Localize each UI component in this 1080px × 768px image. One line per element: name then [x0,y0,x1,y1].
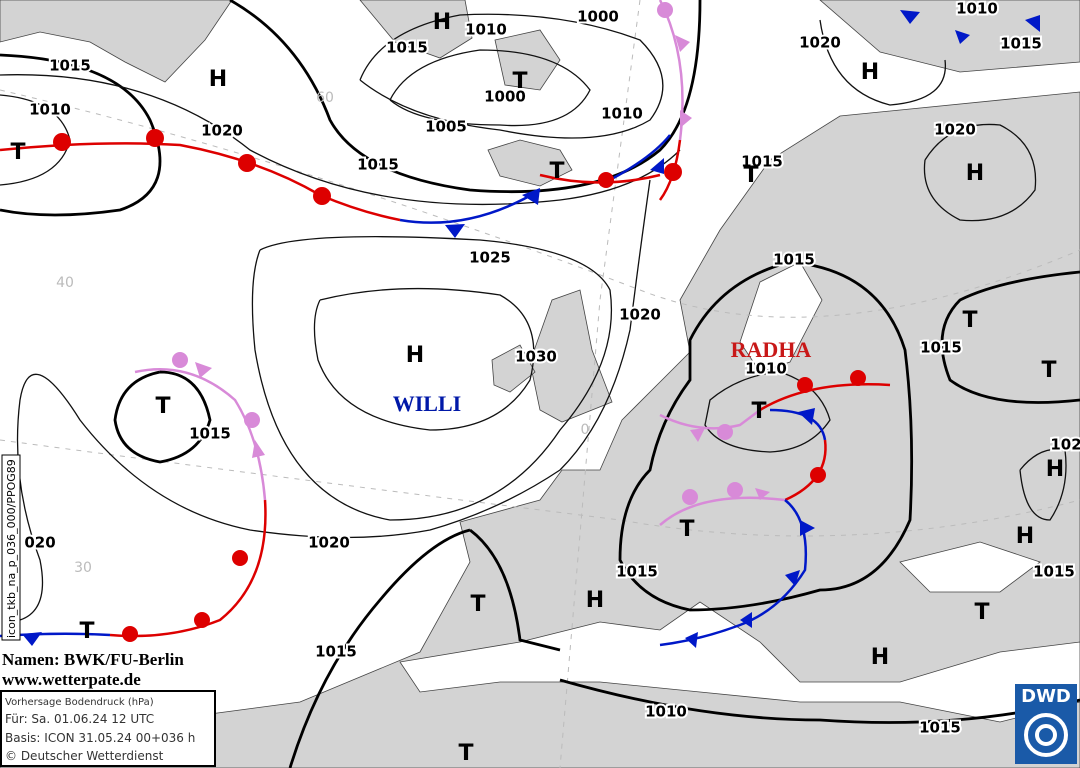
pressure-system: T [458,741,473,766]
info-box [0,690,216,767]
credit-website: www.wetterpate.de [2,670,141,689]
pressure-system: T [155,394,170,419]
isobar-label: 1030 [515,348,557,366]
isobar-label: 1015 [1033,563,1075,581]
isobar-label: 1010 [29,101,71,119]
pressure-system: T [679,517,694,542]
isobar-label: 1015 [919,719,961,737]
isobar-label: 020 [24,534,55,552]
isobar-label: 1015 [189,425,231,443]
isobar-label: 1015 [920,339,962,357]
isobar-label: 1015 [386,39,428,57]
pressure-system: T [743,163,758,188]
info-valid: Für: Sa. 01.06.24 12 UTC [5,712,154,726]
graticule-label: 60 [316,90,334,106]
isobar-label: 1020 [934,121,976,139]
isobar-label: 1010 [745,360,787,378]
isobar-labels: 1015 1010 1020 1015 1015 1010 1000 1000 … [22,0,1080,739]
pressure-system: T [974,600,989,625]
pressure-system: H [871,645,889,670]
system-name: WILLI [393,391,461,416]
isobar-label: 1020 [201,122,243,140]
pressure-system: H [209,67,227,92]
isobar-label: 1010 [956,0,998,18]
isobar-label: 1005 [425,118,467,136]
pressure-system: T [10,140,25,165]
side-code-box [1,454,21,641]
isobar-label: 1010 [645,703,687,721]
pressure-system: T [751,399,766,424]
isobar-label: 1015 [616,563,658,581]
info-title: Vorhersage Bodendruck (hPa) [5,697,154,708]
pressure-system: H [433,10,451,35]
isobar-label: 1015 [741,153,783,171]
isobar-label: 1015 [773,251,815,269]
isobar-label: 1000 [577,8,619,26]
isobar-label: 1020 [799,34,841,52]
isobar-label: 1015 [315,643,357,661]
isobar-label: 1000 [484,88,526,106]
pressure-systems: H H T T T T H T H H T T T H H T T H T T … [10,10,1064,766]
pressure-system: T [512,69,527,94]
fronts [0,0,1040,648]
isobar-label: 1020 [308,534,350,552]
isobar-label: 1010 [465,21,507,39]
info-copyright: © Deutscher Wetterdienst [5,749,164,763]
pressure-system: T [79,619,94,644]
pressure-system: H [1046,457,1064,482]
pressure-system: T [470,592,485,617]
pressure-system: H [406,343,424,368]
pressure-system: T [962,308,977,333]
info-basis: Basis: ICON 31.05.24 00+036 h [5,731,195,745]
pressure-system: H [1016,524,1034,549]
credit-names: Namen: BWK/FU-Berlin [2,650,184,669]
isobar-label: 1020 [619,306,661,324]
pressure-system: H [966,161,984,186]
logo-text: DWD [1021,686,1071,707]
system-name: RADHA [731,337,812,362]
isobar-label: 1015 [49,57,91,75]
dwd-logo: DWD [1015,684,1077,764]
pressure-system: T [549,159,564,184]
pressure-system: T [1041,358,1056,383]
side-code: icon_tkb_na_p_036_000/PPOG89 [5,459,18,638]
isobar-label: 1015 [1000,35,1042,53]
graticule-label: 0 [581,422,590,438]
isobar-label: 1025 [469,249,511,267]
graticule-label: 30 [74,560,92,576]
isobar-label: 1010 [601,105,643,123]
pressure-system: H [586,588,604,613]
pressure-system: H [861,60,879,85]
isobar-label: 102 [1050,436,1080,454]
graticule-label: 40 [56,275,74,291]
isobar-label: 1015 [357,156,399,174]
